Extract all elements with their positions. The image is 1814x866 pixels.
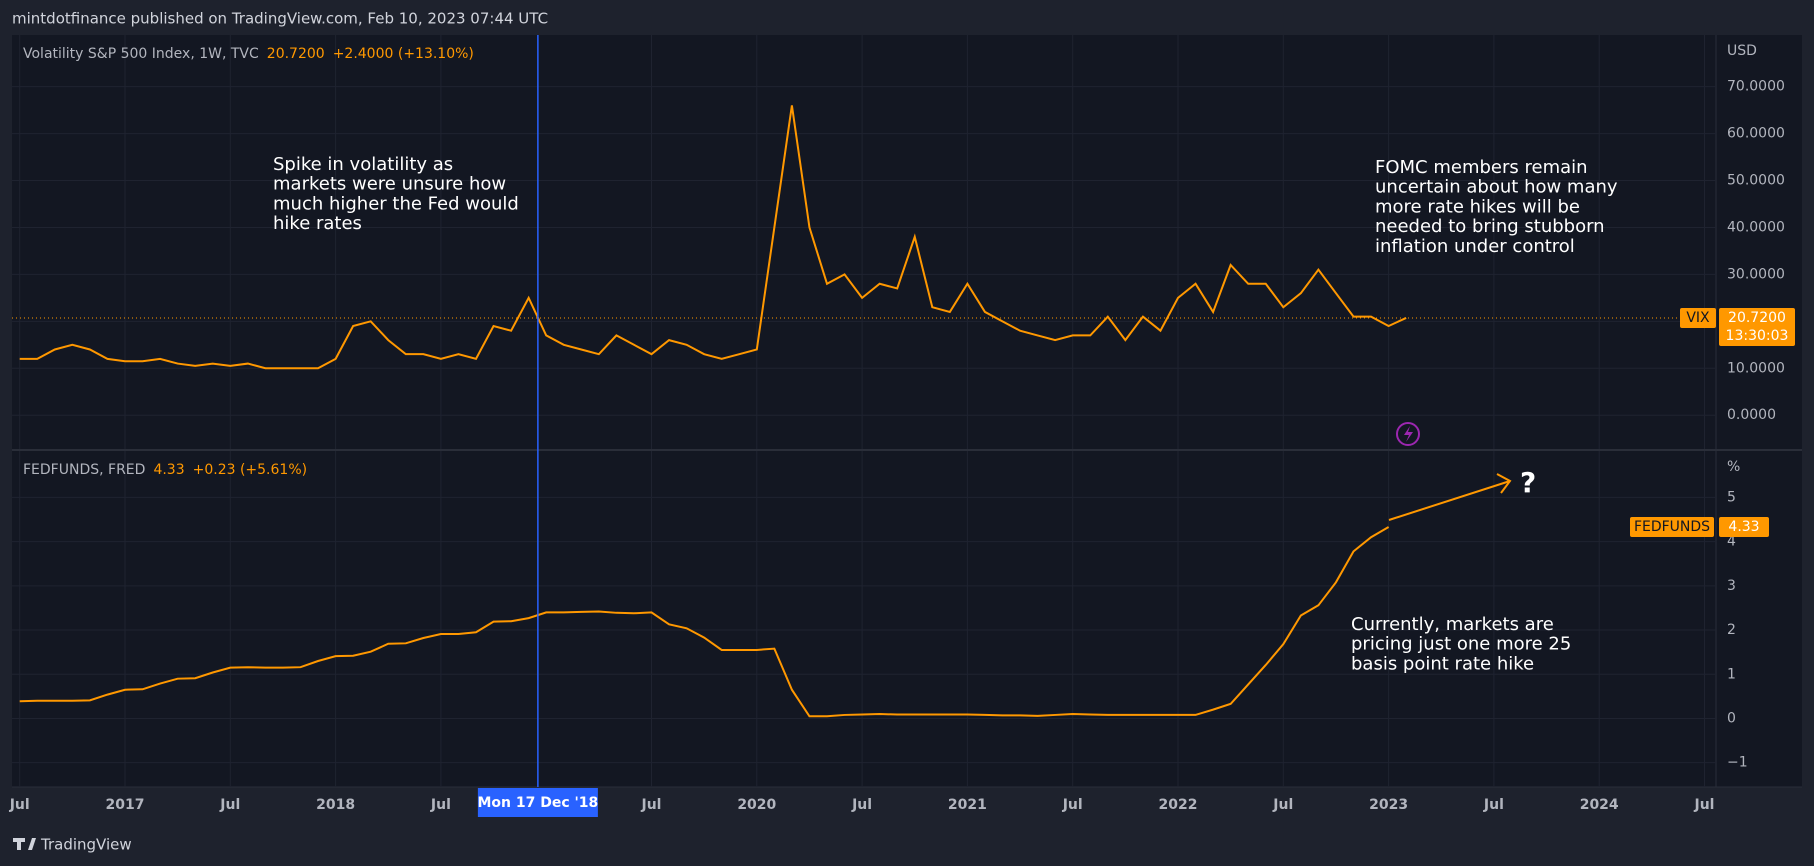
x-tick-label: Jul xyxy=(219,797,240,813)
legend-title: FEDFUNDS, FRED xyxy=(23,462,145,478)
y-tick-label: 70.0000 xyxy=(1727,79,1785,95)
y-tick-label: 0 xyxy=(1727,710,1736,726)
annotation: basis point rate hike xyxy=(1351,653,1534,674)
pane-legend: Volatility S&P 500 Index, 1W, TVC 20.7200… xyxy=(23,46,474,62)
x-tick-label: 2021 xyxy=(948,797,987,813)
annotation: Spike in volatility as xyxy=(273,154,453,175)
y-tick-label: 1 xyxy=(1727,666,1736,682)
symbol-tag xyxy=(1680,307,1716,328)
annotation: uncertain about how many xyxy=(1375,177,1618,198)
axis-unit: USD xyxy=(1727,43,1757,59)
publish-header: mintdotfinance published on TradingView.… xyxy=(12,10,548,28)
price-tag-label: 20.7200 xyxy=(1728,310,1786,326)
annotation: FOMC members remain xyxy=(1375,157,1588,178)
legend-change-label: +2.4000 (+13.10%) xyxy=(333,46,474,62)
data-line xyxy=(19,105,1407,370)
y-tick-label: 40.0000 xyxy=(1727,219,1785,235)
x-tick-label: 2023 xyxy=(1369,797,1408,813)
y-tick-label: 10.0000 xyxy=(1727,360,1785,376)
annotation: markets were unsure how xyxy=(273,174,506,195)
y-tick-label: 4 xyxy=(1727,534,1736,550)
crosshair-tag xyxy=(477,788,598,817)
legend-title: Volatility S&P 500 Index, 1W, TVC xyxy=(23,46,259,62)
price-tag-label: 4.33 xyxy=(1728,519,1759,535)
x-tick-label: 2024 xyxy=(1580,797,1619,813)
legend-last-value-label: 20.7200 xyxy=(267,46,325,62)
symbol-tag xyxy=(1630,517,1714,538)
y-tick-label: 30.0000 xyxy=(1727,266,1785,282)
y-tick-label: 0.0000 xyxy=(1727,407,1776,423)
x-tick-label: 2017 xyxy=(106,797,145,813)
x-tick-label: 2020 xyxy=(737,797,776,813)
lightning-icon[interactable] xyxy=(1396,422,1420,446)
x-tick-label: 2022 xyxy=(1159,797,1198,813)
annotation: needed to bring stubborn xyxy=(1375,216,1605,237)
annotation-arrow xyxy=(1388,473,1512,521)
x-tick-label: Jul xyxy=(1272,797,1293,813)
x-tick-label: Jul xyxy=(1062,797,1083,813)
footer-brand[interactable]: TradingView xyxy=(40,836,132,854)
countdown-label: 13:30:03 xyxy=(1726,328,1789,344)
annotation: hike rates xyxy=(273,213,362,234)
annotation: more rate hikes will be xyxy=(1375,196,1580,217)
y-tick-label: 60.0000 xyxy=(1727,126,1785,142)
x-tick-label: Jul xyxy=(1694,797,1715,813)
crosshair-label: Mon 17 Dec '18 xyxy=(477,795,598,811)
y-tick-label: 2 xyxy=(1727,622,1736,638)
annotation: inflation under control xyxy=(1375,236,1575,257)
symbol-tag-label: VIX xyxy=(1686,310,1710,326)
annotation: ? xyxy=(1520,466,1536,499)
price-tag xyxy=(1719,517,1769,538)
x-tick-label: Jul xyxy=(9,797,30,813)
chart-area xyxy=(12,35,1802,787)
x-tick-label: Jul xyxy=(430,797,451,813)
data-line xyxy=(19,526,1390,718)
y-tick-label: −1 xyxy=(1727,755,1748,771)
tradingview-logo[interactable] xyxy=(13,838,36,850)
x-tick-label: Jul xyxy=(641,797,662,813)
y-tick-label: 5 xyxy=(1727,489,1736,505)
annotation: much higher the Fed would xyxy=(273,193,519,214)
x-tick-label: Jul xyxy=(1483,797,1504,813)
x-tick-label: Jul xyxy=(851,797,872,813)
axis-unit: % xyxy=(1727,459,1740,475)
symbol-tag-label: FEDFUNDS xyxy=(1634,519,1710,535)
price-tag xyxy=(1719,307,1795,346)
pane-legend: FEDFUNDS, FRED 4.33 +0.23 (+5.61%) xyxy=(23,462,307,478)
legend-last-value-label: 4.33 xyxy=(153,462,184,478)
y-tick-label: 50.0000 xyxy=(1727,173,1785,189)
annotation: Currently, markets are xyxy=(1351,614,1554,635)
legend-change-label: +0.23 (+5.61%) xyxy=(193,462,307,478)
y-tick-label: 3 xyxy=(1727,578,1736,594)
annotation: pricing just one more 25 xyxy=(1351,634,1571,655)
x-tick-label: 2018 xyxy=(316,797,355,813)
